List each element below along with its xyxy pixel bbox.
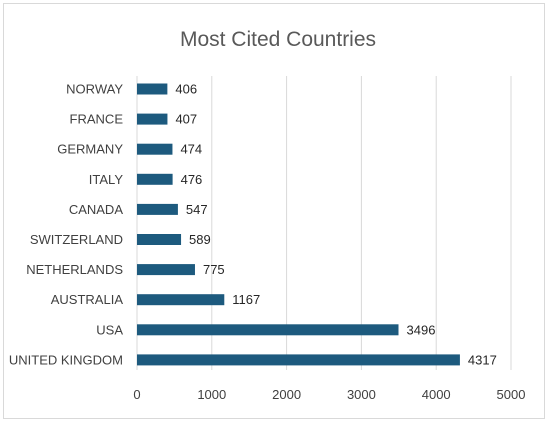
category-label-netherlands: NETHERLANDS xyxy=(26,262,123,277)
x-tick-label-3000: 3000 xyxy=(347,387,376,402)
bar-canada xyxy=(137,203,178,215)
x-tick-labels: 0 1000 2000 3000 4000 5000 xyxy=(133,387,525,402)
category-labels: NORWAY FRANCE GERMANY ITALY CANADA SWITZERLAN… xyxy=(9,82,123,368)
x-tick-label-4000: 4000 xyxy=(422,387,451,402)
data-label-united-kingdom: 4317 xyxy=(468,352,497,367)
bars xyxy=(137,83,460,366)
bar-italy xyxy=(137,173,173,185)
bar-germany xyxy=(137,143,173,155)
data-labels: 406 407 474 476 547 589 775 1167 3496 4317 xyxy=(175,82,496,368)
bar-switzerland xyxy=(137,234,182,245)
bar-netherlands xyxy=(137,264,195,276)
category-label-germany: GERMANY xyxy=(57,142,123,157)
x-tick-label-1000: 1000 xyxy=(197,387,226,402)
category-label-france: FRANCE xyxy=(70,112,124,127)
category-label-italy: ITALY xyxy=(89,172,124,187)
bar-united-kingdom xyxy=(137,354,460,366)
data-label-canada: 547 xyxy=(186,202,208,217)
data-label-norway: 406 xyxy=(175,82,197,97)
data-label-switzerland: 589 xyxy=(189,232,211,247)
category-label-united-kingdom: UNITED KINGDOM xyxy=(9,352,123,367)
category-label-switzerland: SWITZERLAND xyxy=(30,232,123,247)
category-label-usa: USA xyxy=(96,322,123,337)
data-label-germany: 474 xyxy=(180,142,202,157)
bar-norway xyxy=(137,83,168,95)
bar-chart: Most Cited Countries NORWAY FRANCE GERMANY… xyxy=(9,28,526,402)
category-label-norway: NORWAY xyxy=(66,82,123,97)
data-label-usa: 3496 xyxy=(407,322,436,337)
x-tick-label-0: 0 xyxy=(133,387,140,402)
category-label-canada: CANADA xyxy=(69,202,124,217)
data-label-netherlands: 775 xyxy=(203,262,225,277)
category-label-australia: AUSTRALIA xyxy=(51,292,124,307)
bar-france xyxy=(137,113,168,125)
x-tick-label-5000: 5000 xyxy=(497,387,526,402)
bar-usa xyxy=(137,324,399,336)
chart-title: Most Cited Countries xyxy=(180,28,376,51)
data-label-france: 407 xyxy=(175,112,197,127)
chart-frame: Most Cited Countries NORWAY FRANCE GERMANY… xyxy=(3,3,545,419)
data-label-italy: 476 xyxy=(181,172,203,187)
data-label-australia: 1167 xyxy=(232,292,260,307)
x-tick-label-2000: 2000 xyxy=(272,387,301,402)
bar-australia xyxy=(137,294,225,306)
gridlines xyxy=(136,76,512,370)
